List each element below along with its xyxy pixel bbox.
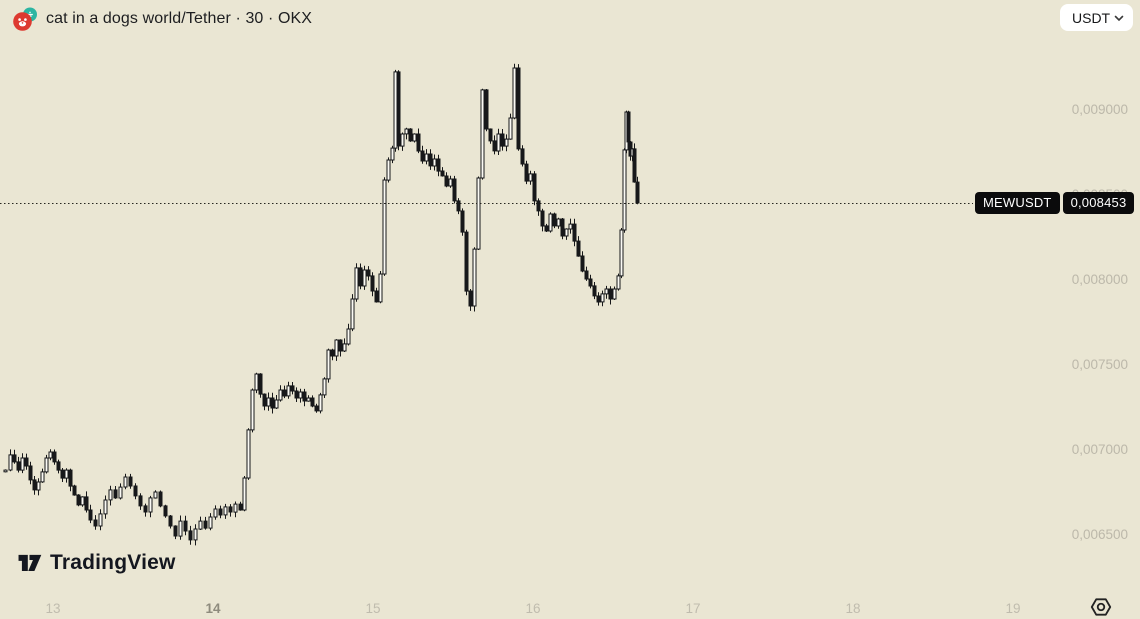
last-price-label: MEWUSDT 0,008453 <box>975 192 1135 214</box>
symbol-badge: MEWUSDT <box>975 192 1060 214</box>
currency-dropdown-value: USDT <box>1072 9 1111 26</box>
tradingview-mark-icon <box>18 554 42 571</box>
time-axis-label: 14 <box>205 601 221 616</box>
symbol-header[interactable]: cat in a dogs world/Tether · 30 · OKX <box>12 6 312 32</box>
time-axis-label: 17 <box>685 601 701 616</box>
hexagon-dot-icon[interactable] <box>1088 594 1114 619</box>
tradingview-logo[interactable]: TradingView <box>16 549 176 576</box>
chevron-down-icon <box>1114 15 1124 21</box>
time-axis-label: 13 <box>45 601 61 616</box>
currency-dropdown[interactable]: USDT <box>1060 4 1133 31</box>
price-axis-label: 0,007000 <box>1071 442 1128 457</box>
time-axis-label: 18 <box>845 601 861 616</box>
time-axis-label: 16 <box>525 601 541 616</box>
price-axis-label: 0,007500 <box>1071 357 1128 372</box>
price-axis-label: 0,006500 <box>1071 527 1128 542</box>
price-badge: 0,008453 <box>1062 192 1135 214</box>
tradingview-wordmark: TradingView <box>50 550 176 574</box>
price-axis-label: 0,009000 <box>1071 102 1128 117</box>
price-axis-label: 0,008000 <box>1071 272 1128 287</box>
symbol-title[interactable]: cat in a dogs world/Tether · 30 · OKX <box>46 10 313 27</box>
pair-logo-icon <box>12 6 38 32</box>
time-axis-label: 19 <box>1005 601 1021 616</box>
time-axis-label: 15 <box>365 601 381 616</box>
